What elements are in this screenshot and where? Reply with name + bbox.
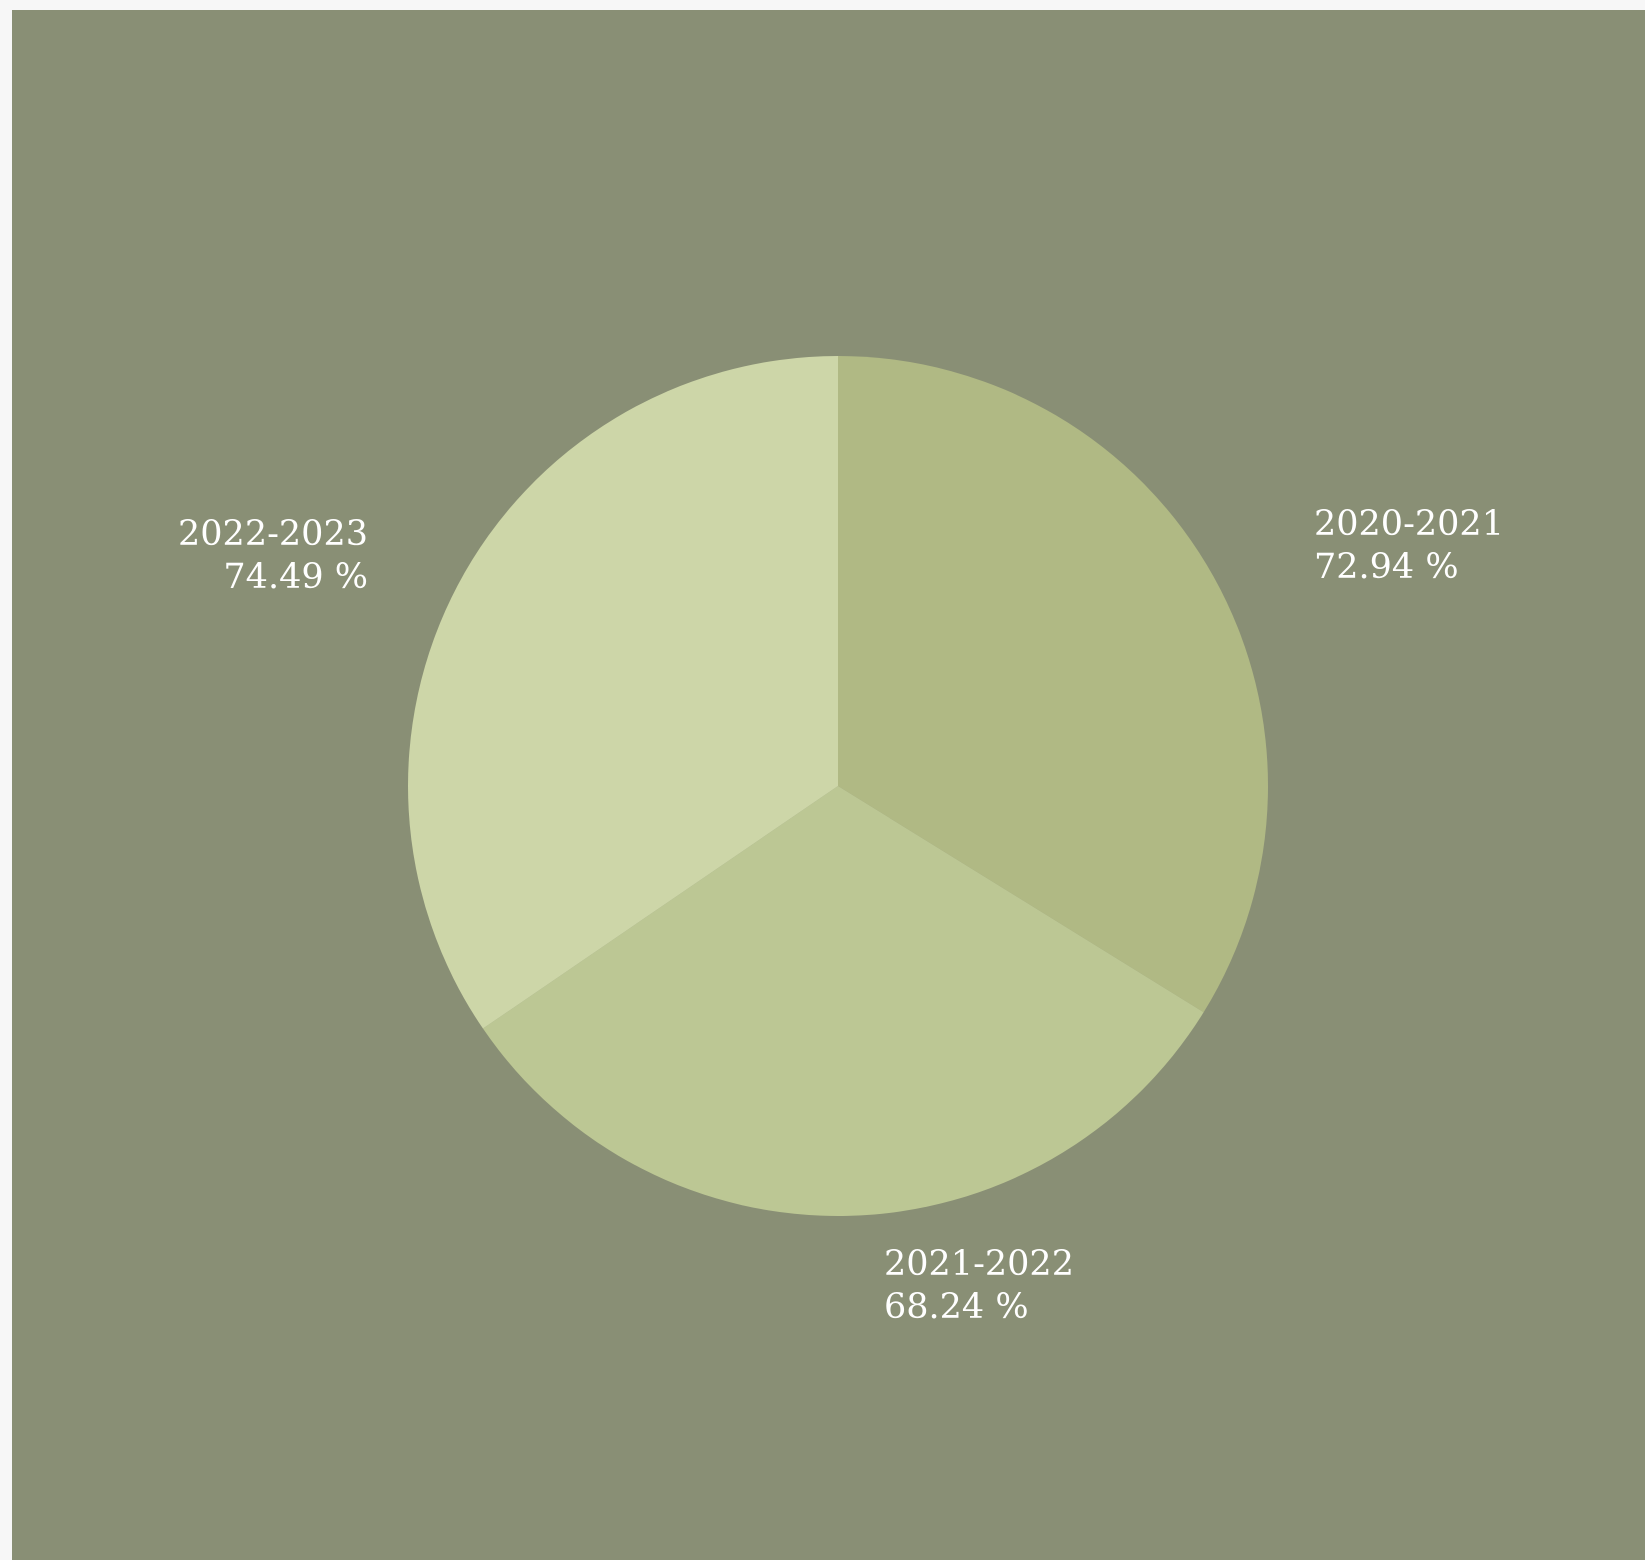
slice-name-2020-2021: 2020-2021 xyxy=(1314,504,1504,544)
pie-slice-2020-2021 xyxy=(838,356,1268,1013)
slice-value-2020-2021: 72.94 % xyxy=(1314,547,1459,587)
slice-name-2022-2023: 2022-2023 xyxy=(178,514,368,554)
pie-slice-2021-2022 xyxy=(482,786,1204,1216)
pie-chart: 2020-2021 72.94 % 2021-2022 68.24 % 2022… xyxy=(12,10,1645,1560)
slice-label-2021-2022: 2021-2022 68.24 % xyxy=(884,1243,1074,1329)
slice-name-2021-2022: 2021-2022 xyxy=(884,1244,1074,1284)
pie-slice-2022-2023 xyxy=(408,356,838,1029)
slice-value-2022-2023: 74.49 % xyxy=(223,557,368,597)
pie-chart-plot xyxy=(408,356,1268,1216)
slice-label-2022-2023: 2022-2023 74.49 % xyxy=(178,513,368,599)
slice-label-2020-2021: 2020-2021 72.94 % xyxy=(1314,503,1504,589)
slice-value-2021-2022: 68.24 % xyxy=(884,1287,1029,1327)
